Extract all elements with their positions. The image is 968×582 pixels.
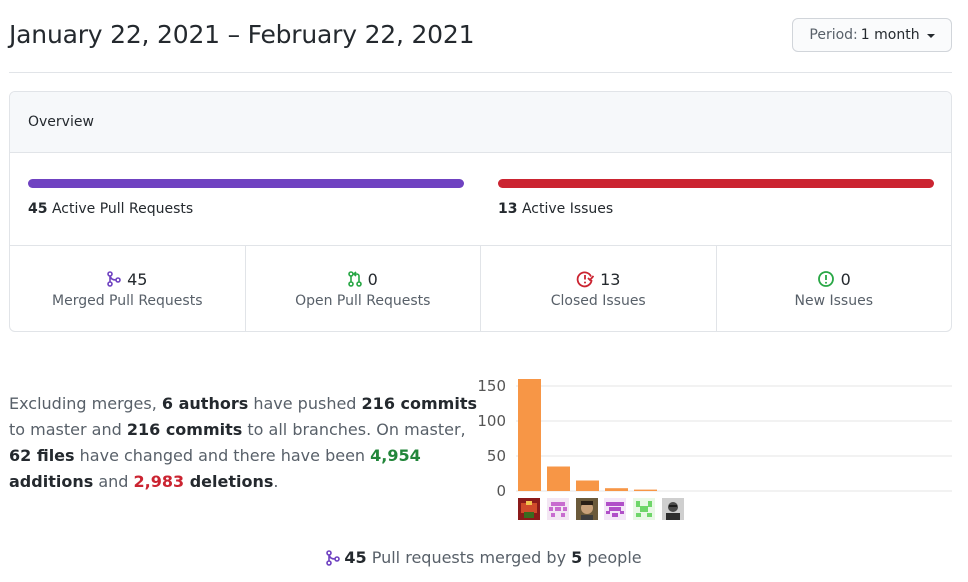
active-issues-text: Active Issues [521, 201, 614, 217]
overview-bars: 45 Active Pull Requests 13 Active Issues [10, 153, 951, 246]
git-merge-icon [107, 271, 121, 287]
stat-new-issues[interactable]: 0 New Issues [717, 246, 952, 331]
stat-closed-issues[interactable]: 13 Closed Issues [481, 246, 717, 331]
files-changed: 62 files [9, 446, 75, 465]
author-avatar-6[interactable] [662, 498, 684, 520]
page-title: January 22, 2021 – February 22, 2021 [9, 20, 475, 49]
y-tick-label: 100 [477, 412, 506, 430]
period-value: 1 month [860, 27, 920, 43]
summary-text: to all branches. On master, [242, 420, 466, 439]
stat-value: 0 [367, 269, 378, 289]
issue-closed-icon [576, 271, 595, 288]
author-avatar-5[interactable] [633, 498, 655, 520]
active-prs-bar[interactable] [28, 179, 464, 188]
active-prs-count: 45 [28, 201, 48, 217]
stat-value: 45 [127, 269, 148, 289]
active-prs-text: Active Pull Requests [51, 201, 194, 217]
bar[interactable] [634, 489, 657, 491]
summary-text: have pushed [248, 394, 362, 413]
stat-label: Closed Issues [550, 292, 646, 309]
caret-down-icon [926, 34, 935, 38]
overview-stats: 45 Merged Pull Requests 0 Open Pull Requ… [10, 246, 952, 331]
active-prs-label[interactable]: 45 Active Pull Requests [28, 201, 193, 217]
stat-label: Merged Pull Requests [52, 292, 203, 309]
overview-header: Overview [10, 92, 951, 153]
deletions-count: 2,983 [133, 472, 185, 491]
summary-text: to master and [9, 420, 127, 439]
deletions-word: deletions [184, 472, 274, 491]
divider [9, 72, 952, 73]
active-issues-bar[interactable] [498, 179, 934, 188]
authors-count: 6 authors [161, 394, 249, 413]
author-avatar-3[interactable] [576, 498, 598, 520]
overview-title: Overview [28, 114, 94, 130]
merged-text: Pull requests merged by [366, 548, 572, 567]
commits-bar-chart: 0 50 100 150 [477, 377, 952, 500]
author-avatar-1[interactable] [518, 498, 540, 520]
overview-box: Overview 45 Active Pull Requests 13 Acti… [9, 91, 952, 332]
commit-summary: Excluding merges, 6 authors have pushed … [9, 391, 479, 495]
stat-open-prs[interactable]: 0 Open Pull Requests [246, 246, 481, 331]
merged-prs-summary: 45 Pull requests merged by 5 people [0, 548, 968, 567]
active-issues-count: 13 [498, 201, 518, 217]
issue-opened-icon [817, 271, 834, 287]
commits-all: 216 commits [126, 420, 243, 439]
merged-count: 45 [344, 548, 367, 567]
stat-value: 13 [600, 269, 621, 289]
merged-text: people [582, 548, 642, 567]
stat-label: New Issues [794, 292, 873, 309]
commits-master: 216 commits [361, 394, 477, 413]
stat-label: Open Pull Requests [295, 292, 431, 309]
active-issues-label[interactable]: 13 Active Issues [498, 201, 613, 217]
additions-word: additions [9, 472, 94, 491]
stat-value: 0 [840, 269, 851, 289]
stat-merged-prs[interactable]: 45 Merged Pull Requests [10, 246, 246, 331]
additions-count: 4,954 [370, 446, 421, 465]
y-tick-label: 150 [477, 377, 506, 395]
bar[interactable] [547, 466, 570, 492]
summary-text: . [273, 472, 279, 491]
period-prefix: Period: [809, 27, 858, 43]
summary-text: Excluding merges, [9, 394, 162, 413]
bar[interactable] [605, 488, 628, 491]
summary-text: have changed and there have been [74, 446, 371, 465]
summary-text: and [93, 472, 134, 491]
author-avatar-4[interactable] [604, 498, 626, 520]
merged-people-count: 5 [571, 548, 583, 567]
bar[interactable] [576, 480, 599, 492]
author-avatar-2[interactable] [547, 498, 569, 520]
y-tick-label: 50 [487, 447, 506, 465]
git-merge-icon [326, 550, 341, 566]
y-tick-label: 0 [496, 482, 506, 500]
bar[interactable] [518, 379, 541, 491]
period-dropdown-button[interactable]: Period: 1 month [792, 18, 952, 52]
git-pull-request-icon [347, 271, 362, 287]
commits-chart: 0 50 100 150 [476, 370, 956, 504]
